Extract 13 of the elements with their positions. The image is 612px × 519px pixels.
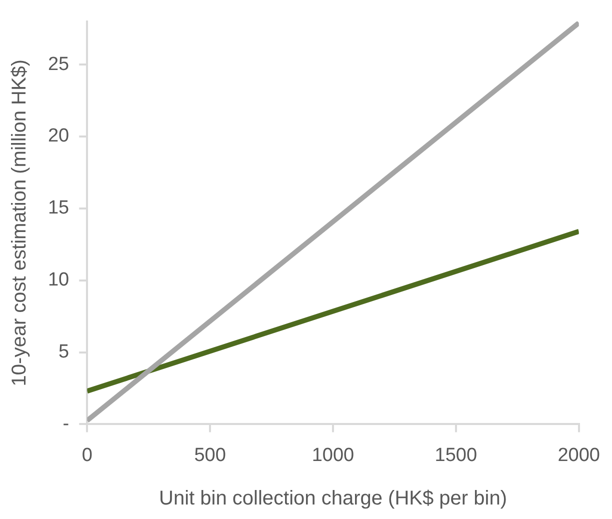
y-tick-label: 20	[48, 126, 70, 147]
y-tick-label: -	[62, 413, 70, 434]
y-tick-label: 10	[48, 270, 70, 291]
y-tick-label: 25	[48, 54, 70, 75]
y-axis-title: 10-year cost estimation (million HK$)	[8, 59, 31, 386]
x-tick-label: 2000	[558, 444, 600, 466]
y-tick-label: 15	[48, 198, 70, 219]
x-tick-label: 1500	[434, 444, 478, 466]
x-tick-label: 1000	[312, 444, 354, 466]
y-tick-label: 5	[58, 342, 70, 363]
x-tick-label: 0	[82, 444, 92, 466]
x-tick-label: 500	[194, 444, 226, 466]
x-axis-title: Unit bin collection charge (HK$ per bin)	[159, 488, 507, 510]
